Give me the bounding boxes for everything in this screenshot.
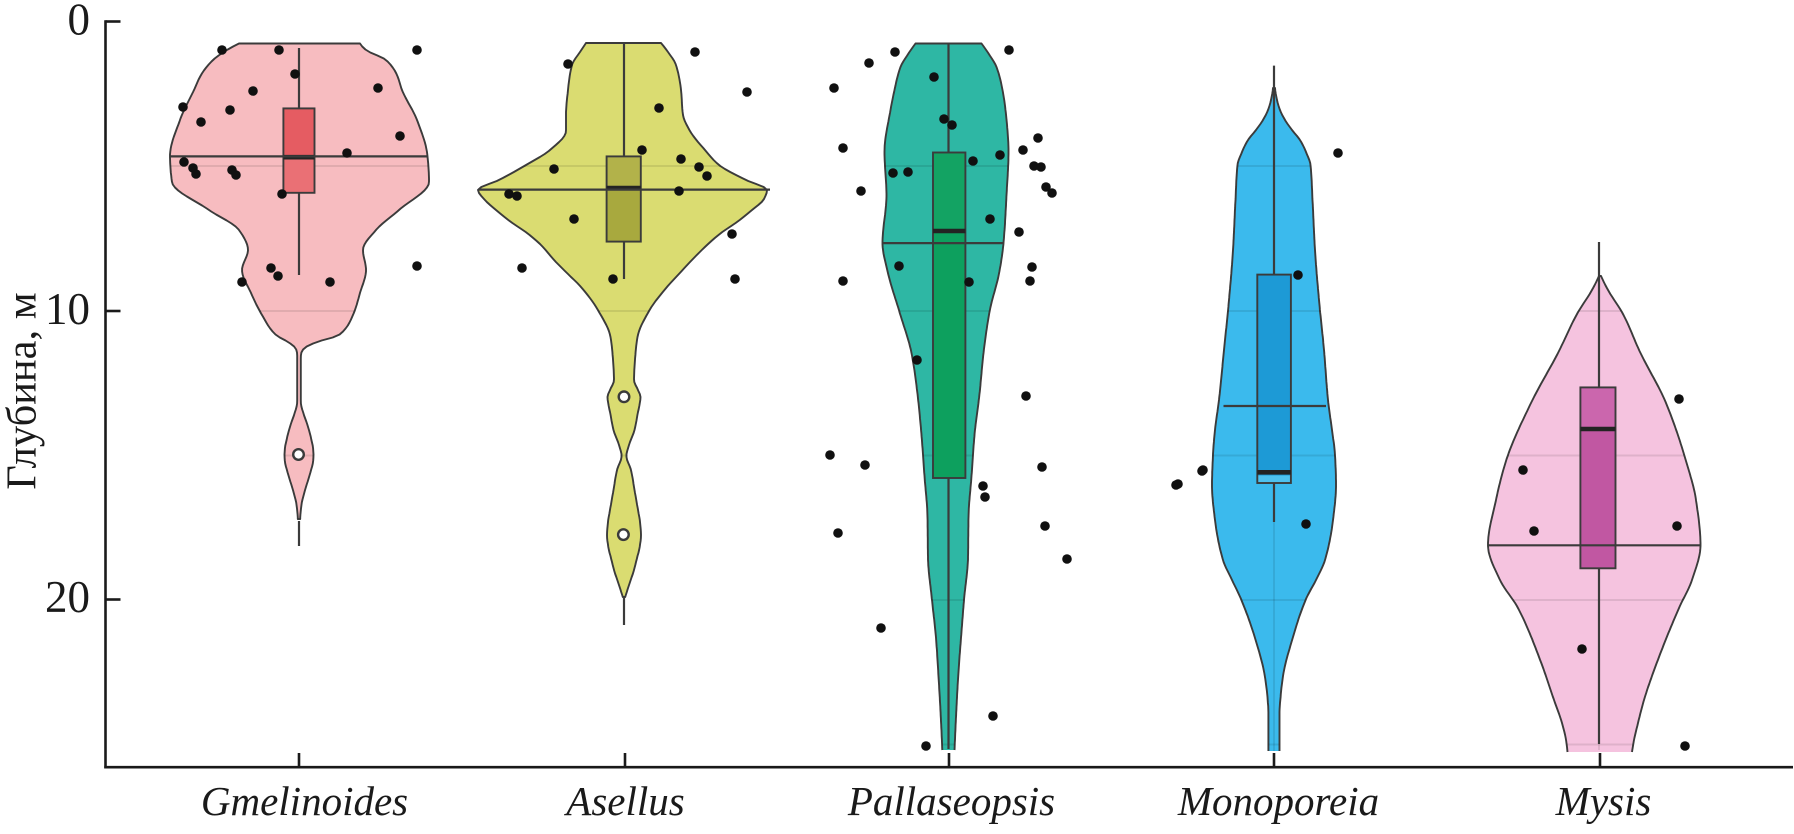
svg-text:20: 20 xyxy=(45,572,90,622)
svg-text:Asellus: Asellus xyxy=(563,778,684,824)
svg-text:Mysis: Mysis xyxy=(1555,778,1652,824)
svg-text:Gmelinoides: Gmelinoides xyxy=(201,778,408,824)
svg-text:Monoporeia: Monoporeia xyxy=(1177,778,1379,824)
svg-text:Глубина, м: Глубина, м xyxy=(0,292,46,489)
svg-text:10: 10 xyxy=(45,284,90,334)
svg-text:Pallaseopsis: Pallaseopsis xyxy=(847,778,1055,824)
svg-text:0: 0 xyxy=(68,0,91,45)
